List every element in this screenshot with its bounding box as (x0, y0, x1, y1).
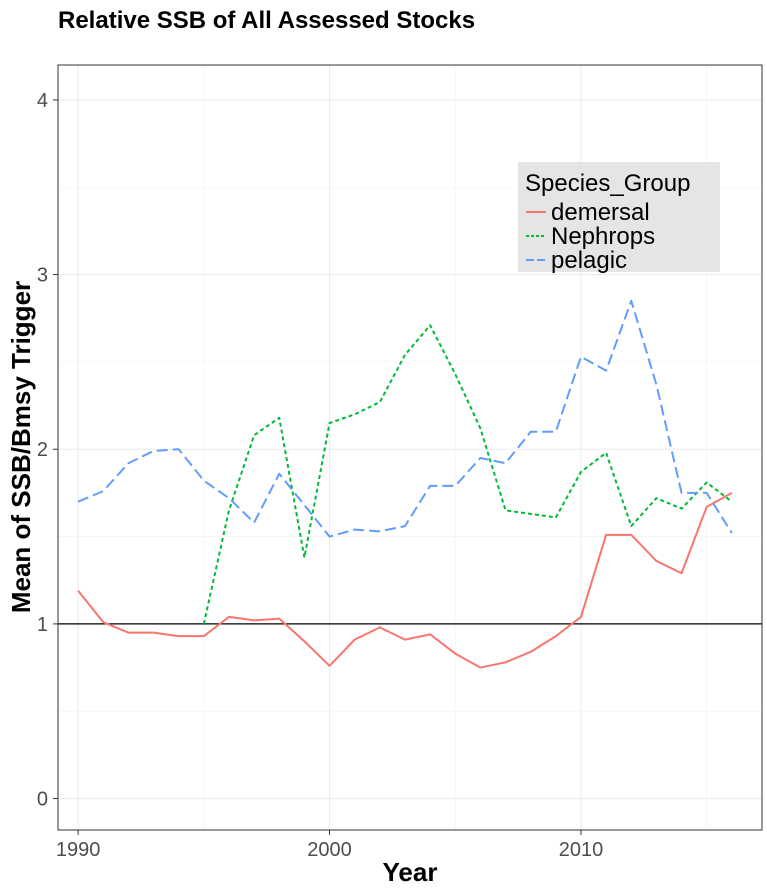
y-axis-ticks: 0 1 2 3 4 (37, 90, 58, 811)
series-lines (77, 299, 733, 669)
x-axis-title: Year (383, 857, 438, 887)
legend-label-nephrops: Nephrops (551, 223, 655, 250)
y-axis-title: Mean of SSB/Bmsy Trigger (6, 281, 36, 613)
y-tick-label: 1 (37, 614, 48, 636)
series-line-demersal (77, 492, 733, 669)
y-tick-label: 2 (37, 439, 48, 461)
legend-title: Species_Group (525, 170, 690, 197)
x-tick-label: 1990 (56, 839, 101, 861)
chart-title: Relative SSB of All Assessed Stocks (58, 7, 475, 34)
x-tick-label: 2010 (559, 839, 604, 861)
series-line-nephrops (202, 324, 733, 625)
legend-label-pelagic: pelagic (551, 247, 627, 274)
plot-border (57, 64, 763, 831)
legend-background (518, 162, 720, 272)
series-line-pelagic (77, 299, 733, 538)
legend-label-demersal: demersal (551, 199, 650, 226)
x-tick-label: 2000 (307, 839, 352, 861)
y-tick-label: 4 (37, 90, 48, 112)
x-axis-ticks: 1990 2000 2010 (56, 830, 603, 861)
y-tick-label: 0 (37, 789, 48, 811)
y-tick-label: 3 (37, 265, 48, 287)
